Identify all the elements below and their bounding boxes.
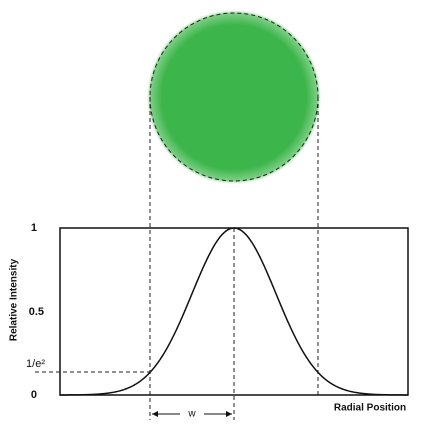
width-label: w xyxy=(187,409,196,420)
gaussian-curve xyxy=(59,227,409,396)
tick-label: 0.5 xyxy=(29,306,44,318)
tick-label: 0 xyxy=(31,389,37,401)
tick-label: 1/e² xyxy=(26,358,45,370)
y-axis-label: Relative Intensity xyxy=(9,258,20,341)
tick-label: 1 xyxy=(31,222,37,234)
beam-spot xyxy=(146,9,322,185)
x-axis-label: Radial Position xyxy=(334,403,406,414)
